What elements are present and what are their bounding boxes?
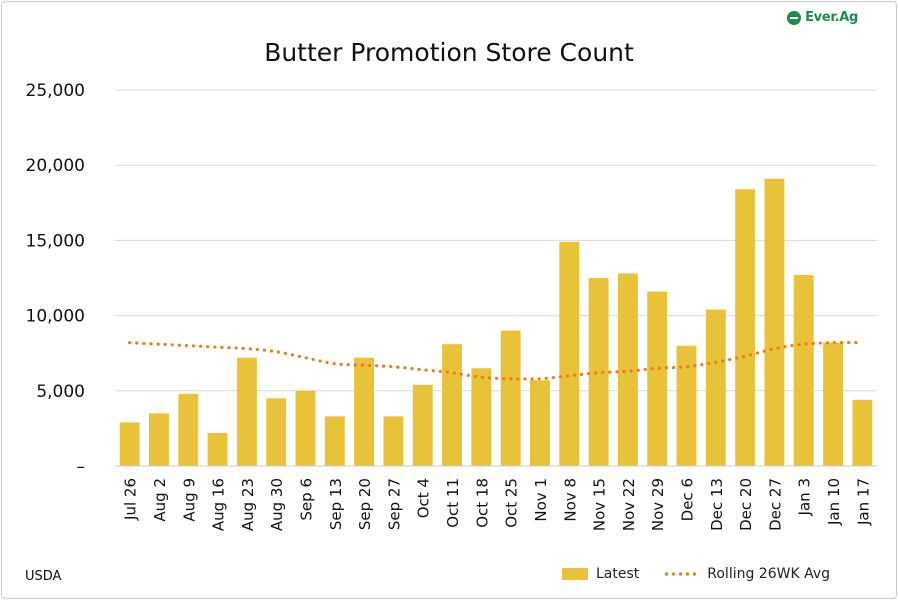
bar — [823, 342, 844, 466]
x-tick-label: Nov 22 — [620, 478, 638, 531]
x-tick-label: Aug 30 — [268, 478, 286, 531]
ever-ag-logo-icon — [787, 10, 802, 25]
bar — [559, 241, 580, 466]
x-tick-label: Aug 2 — [151, 478, 169, 522]
y-tick-label: 15,000 — [26, 231, 85, 251]
x-tick-label: Oct 25 — [503, 478, 521, 528]
x-tick-label: Nov 8 — [561, 478, 579, 522]
bar — [676, 345, 697, 466]
x-tick-label: Nov 1 — [532, 478, 550, 522]
bar — [324, 416, 345, 466]
bar — [735, 189, 756, 466]
x-tick-label: Oct 18 — [473, 478, 491, 528]
bar — [236, 357, 257, 466]
bar — [764, 178, 785, 466]
source-note: USDA — [25, 569, 62, 584]
y-tick-label: – — [77, 457, 86, 477]
bar — [588, 278, 609, 466]
bar — [852, 399, 873, 466]
bar — [354, 357, 375, 466]
legend-swatch-rolling-avg — [663, 572, 700, 576]
x-tick-label: Nov 15 — [591, 478, 609, 531]
x-tick-label: Sep 13 — [327, 478, 345, 530]
bar — [148, 413, 169, 466]
x-tick-label: Oct 4 — [415, 478, 433, 518]
y-tick-label: 10,000 — [26, 307, 85, 327]
bar — [705, 309, 726, 466]
bar — [207, 432, 228, 466]
bar — [412, 384, 433, 466]
x-tick-label: Sep 20 — [356, 478, 374, 530]
x-tick-label: Sep 6 — [298, 478, 316, 521]
bar — [500, 330, 521, 466]
bar — [647, 291, 668, 466]
bar — [529, 380, 550, 466]
chart-legend: Latest Rolling 26WK Avg — [562, 566, 830, 582]
legend-label-latest: Latest — [596, 566, 640, 582]
x-tick-label: Dec 13 — [708, 478, 726, 531]
bar — [266, 398, 287, 466]
bar — [442, 344, 463, 466]
brand-logo-text: Ever.Ag — [805, 10, 858, 25]
x-tick-label: Jan 17 — [854, 478, 872, 526]
legend-label-rolling-avg: Rolling 26WK Avg — [707, 566, 831, 582]
bar — [383, 416, 404, 466]
y-tick-label: 5,000 — [36, 382, 85, 402]
chart-title: Butter Promotion Store Count — [264, 38, 634, 67]
brand-logo: Ever.Ag — [787, 10, 858, 25]
y-tick-label: 20,000 — [26, 156, 85, 176]
bar — [617, 273, 638, 466]
x-tick-label: Oct 11 — [444, 478, 462, 528]
bar — [471, 368, 492, 466]
x-tick-label: Aug 23 — [239, 478, 257, 531]
x-tick-label: Jul 26 — [122, 478, 140, 521]
x-tick-label: Aug 9 — [180, 478, 198, 522]
x-tick-label: Jan 10 — [825, 478, 843, 526]
x-tick-label: Sep 27 — [385, 478, 403, 530]
x-tick-label: Aug 16 — [210, 478, 228, 531]
x-tick-label: Dec 20 — [737, 478, 755, 531]
bar — [295, 390, 316, 466]
x-tick-label: Dec 6 — [679, 478, 697, 521]
x-tick-label: Dec 27 — [766, 478, 784, 531]
bar — [178, 393, 199, 466]
bar — [119, 422, 140, 466]
y-tick-label: 25,000 — [26, 81, 85, 101]
x-tick-label: Nov 29 — [649, 478, 667, 531]
rolling-avg-line — [128, 340, 864, 381]
x-tick-label: Jan 3 — [796, 478, 814, 516]
bar — [793, 274, 814, 466]
legend-swatch-latest — [562, 568, 588, 580]
